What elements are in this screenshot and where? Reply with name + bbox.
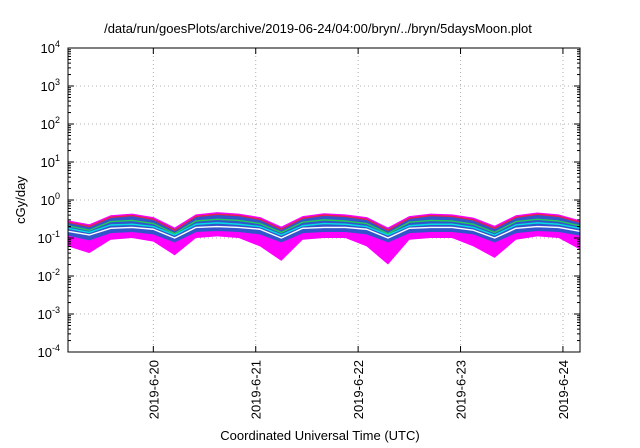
y-tick-label: 102 [41, 115, 60, 132]
series-line-2 [67, 213, 581, 231]
lower-band-area [68, 230, 580, 265]
series-line-1 [67, 212, 581, 229]
axis-ticks [68, 47, 580, 353]
x-tick-labels: 2019-6-20 2019-6-21 2019-6-22 2019-6-23 2019… [146, 360, 571, 419]
x-tick-label: 2019-6-20 [146, 360, 161, 419]
series-line-4 [67, 222, 581, 236]
y-tick-label: 10-4 [38, 343, 60, 360]
chart-title: /data/run/goesPlots/archive/2019-06-24/0… [104, 21, 532, 36]
y-tick-label: 101 [41, 153, 60, 170]
y-tick-label: 104 [41, 39, 60, 56]
y-tick-label: 103 [41, 77, 60, 94]
x-tick-label: 2019-6-23 [454, 360, 469, 419]
x-tick-label: 2019-6-24 [556, 360, 571, 419]
x-axis-label: Coordinated Universal Time (UTC) [220, 428, 419, 443]
series-line-6 [67, 229, 581, 243]
grid-lines [68, 48, 580, 352]
y-tick-label: 10-1 [38, 229, 60, 246]
y-tick-label: 10-2 [38, 267, 60, 284]
y-axis-label: cGy/day [13, 176, 28, 224]
series-line-5 [67, 225, 581, 239]
series-line-3 [67, 218, 581, 235]
x-tick-label: 2019-6-21 [249, 360, 264, 419]
y-tick-label: 10-3 [38, 305, 60, 322]
y-tick-labels: 10-4 10-3 10-2 10-1 100 101 102 103 104 [38, 39, 60, 360]
y-tick-label: 100 [41, 191, 60, 208]
x-tick-label: 2019-6-22 [351, 360, 366, 419]
data-layer [67, 212, 581, 265]
